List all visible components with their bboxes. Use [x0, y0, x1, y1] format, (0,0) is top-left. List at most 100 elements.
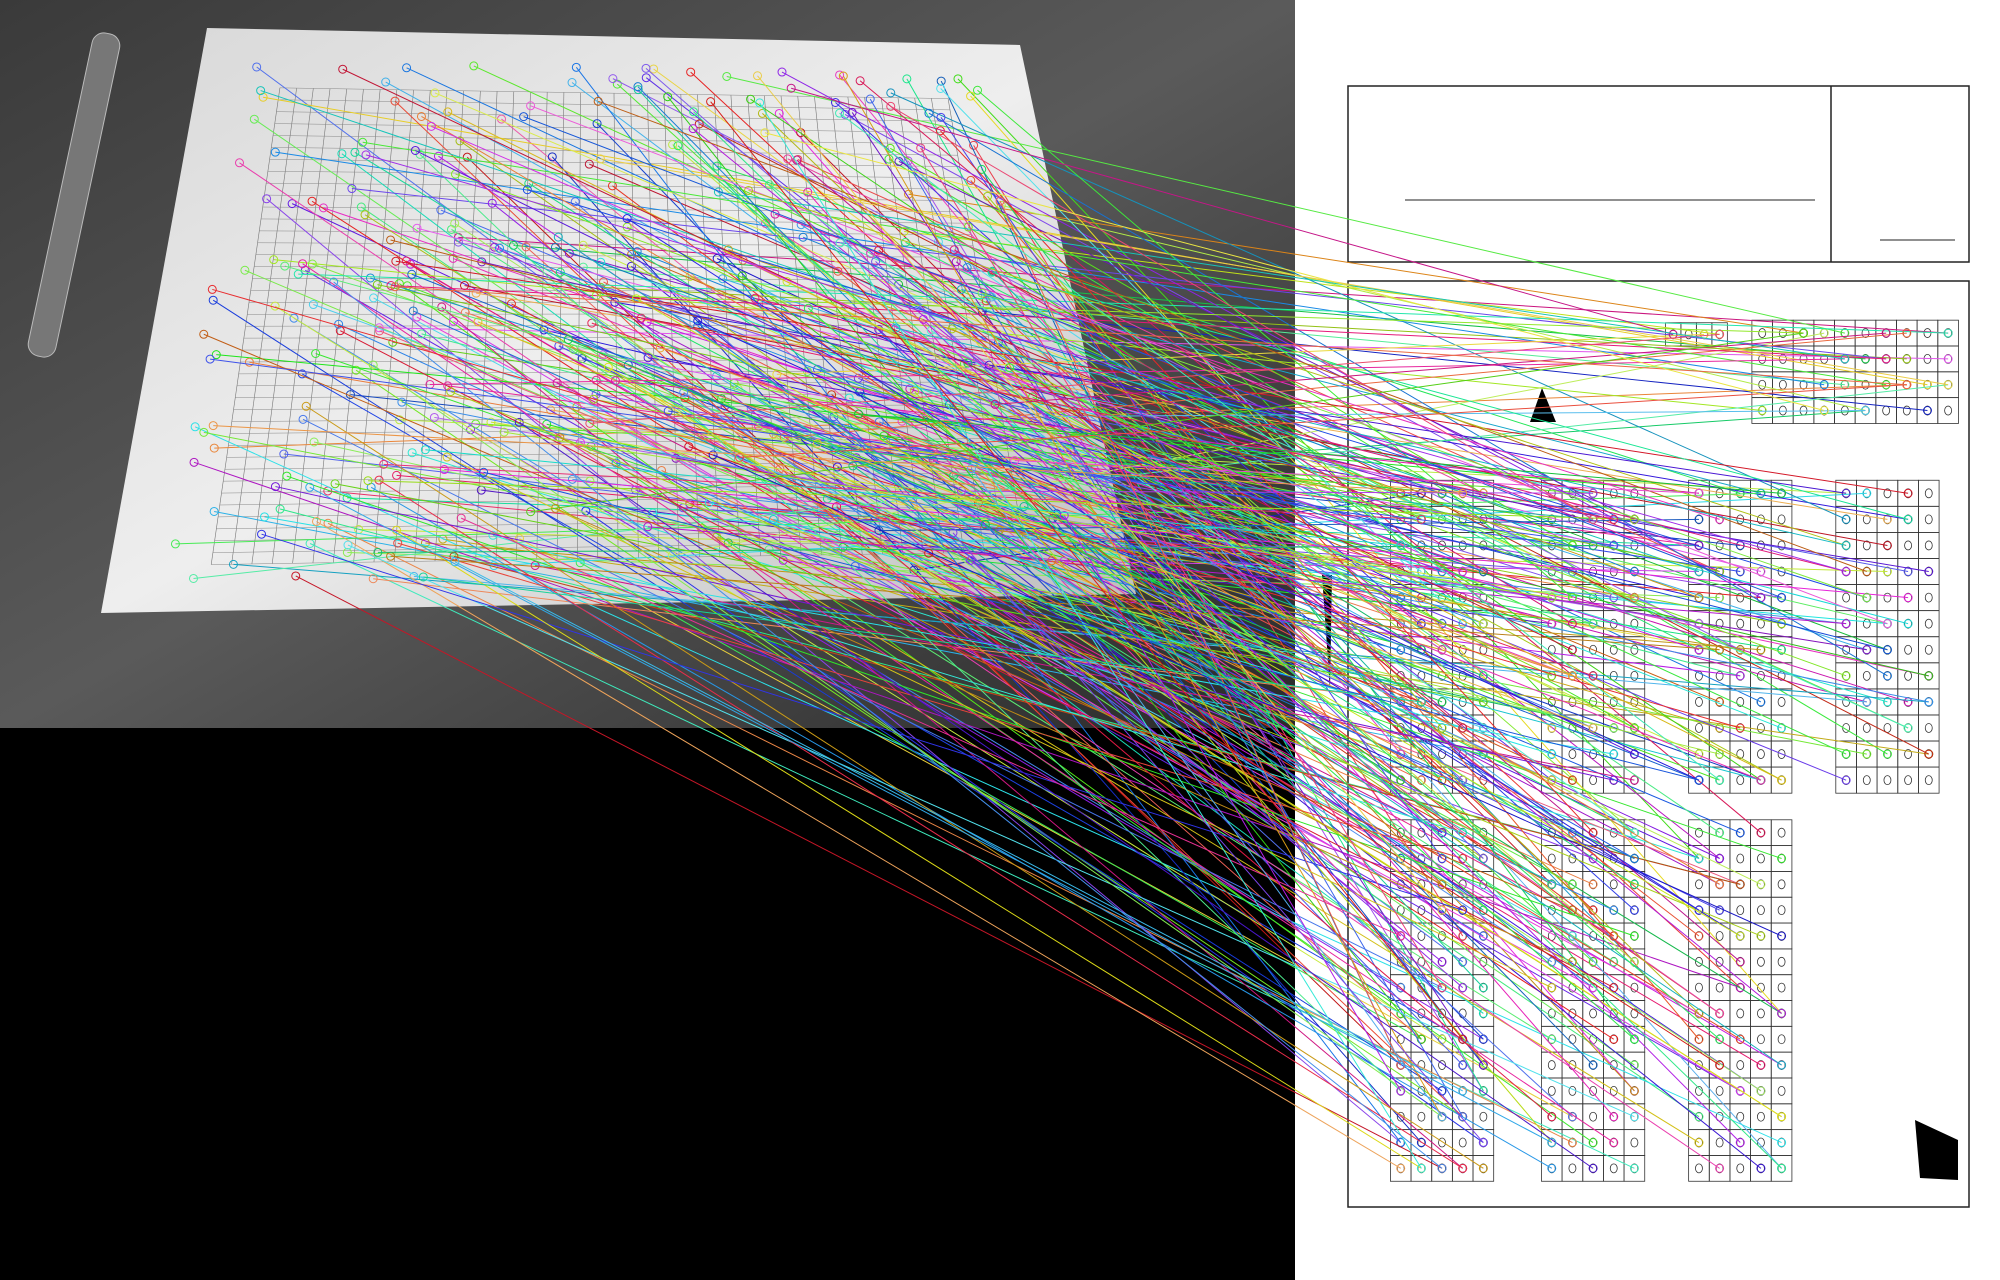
- keypoint: [1881, 380, 1891, 390]
- keypoint: [589, 394, 599, 404]
- match-line: [940, 117, 1443, 859]
- match-line: [1052, 517, 1484, 1066]
- keypoint: [591, 375, 601, 385]
- keypoint: [1458, 1086, 1468, 1096]
- bubble: [1736, 905, 1745, 916]
- bubble: [1758, 353, 1767, 364]
- keypoint: [636, 313, 646, 323]
- match-line: [928, 552, 1720, 1066]
- match-line: [834, 448, 1594, 520]
- bubble: [1736, 1111, 1745, 1122]
- keypoint: [1609, 775, 1619, 785]
- match-line: [416, 316, 1700, 1014]
- paper-line: [274, 123, 954, 133]
- keypoint: [755, 98, 765, 108]
- keypoint: [1478, 697, 1488, 707]
- keypoint: [936, 83, 946, 93]
- keypoint: [598, 277, 608, 287]
- keypoint: [596, 282, 606, 292]
- match-line: [999, 200, 1402, 1066]
- bubble: [1417, 1111, 1426, 1122]
- bubble: [1757, 956, 1765, 967]
- keypoint: [611, 458, 621, 468]
- paper-line: [278, 99, 951, 111]
- keypoint: [1437, 1163, 1447, 1173]
- keypoint: [1458, 1112, 1468, 1122]
- keypoint: [395, 415, 405, 425]
- keypoint: [983, 191, 993, 201]
- keypoint: [802, 366, 812, 376]
- keypoint: [408, 306, 418, 316]
- match-line: [274, 305, 1443, 1040]
- keypoint: [519, 112, 529, 122]
- bubble: [1777, 827, 1786, 838]
- keypoint: [1694, 775, 1704, 785]
- match-line: [401, 401, 1929, 703]
- match-line: [603, 281, 1573, 781]
- keypoint: [1756, 931, 1766, 941]
- keypoint: [571, 62, 581, 72]
- keypoint: [592, 119, 602, 129]
- keypoint: [1777, 854, 1787, 864]
- bubble: [1777, 879, 1786, 890]
- match-line: [869, 98, 1464, 1117]
- keypoint: [190, 422, 200, 432]
- keypoint: [1547, 1112, 1557, 1122]
- keypoint: [1458, 1163, 1468, 1173]
- keypoint: [1694, 1034, 1704, 1044]
- keypoint: [1458, 1034, 1468, 1044]
- match-line: [858, 413, 1782, 494]
- keypoint: [1881, 328, 1891, 338]
- match-line: [875, 261, 1484, 859]
- bubble: [1547, 1060, 1556, 1070]
- match-line: [683, 507, 1573, 573]
- keypoint: [610, 376, 620, 386]
- keypoint: [1841, 567, 1851, 577]
- match-line: [981, 292, 1867, 599]
- keypoint: [1735, 1086, 1745, 1096]
- keypoint: [760, 128, 770, 138]
- match-line: [596, 123, 1484, 1040]
- keypoint: [1609, 1138, 1619, 1148]
- keypoint: [712, 254, 722, 264]
- keypoint: [1567, 931, 1577, 941]
- keypoint: [479, 467, 489, 477]
- keypoint: [547, 152, 557, 162]
- match-line: [492, 534, 1463, 834]
- bubble: [1568, 1163, 1577, 1174]
- match-line: [637, 86, 1402, 859]
- keypoint: [256, 86, 266, 96]
- keypoint: [1715, 775, 1725, 785]
- keypoint: [1059, 510, 1069, 520]
- keypoint: [372, 280, 382, 290]
- bubble: [1736, 775, 1745, 786]
- match-line: [460, 517, 1401, 937]
- bubble: [1609, 697, 1618, 707]
- keypoint: [1756, 828, 1766, 838]
- match-line: [423, 576, 1422, 703]
- keypoint: [632, 247, 642, 257]
- paper-line: [273, 135, 956, 145]
- keypoint: [1609, 957, 1619, 967]
- keypoint: [679, 387, 689, 397]
- keypoint: [1629, 1086, 1639, 1096]
- match-line: [898, 160, 1635, 520]
- keypoint: [1629, 775, 1639, 785]
- match-line: [338, 323, 1614, 911]
- match-line: [309, 486, 1553, 1143]
- keypoint: [188, 573, 198, 583]
- bubble: [1924, 723, 1933, 733]
- keypoint: [567, 78, 577, 88]
- bubble: [1396, 827, 1405, 838]
- bubble: [1777, 540, 1786, 551]
- cell: [1472, 766, 1495, 794]
- keypoint: [905, 384, 915, 394]
- keypoint: [1629, 1112, 1639, 1122]
- keypoint: [1396, 1163, 1406, 1173]
- match-line: [1014, 460, 1699, 494]
- keypoint: [1862, 593, 1872, 603]
- keypoint: [1416, 697, 1426, 707]
- keypoint: [1694, 645, 1704, 655]
- keypoint: [1756, 645, 1766, 655]
- keypoint: [1715, 828, 1725, 838]
